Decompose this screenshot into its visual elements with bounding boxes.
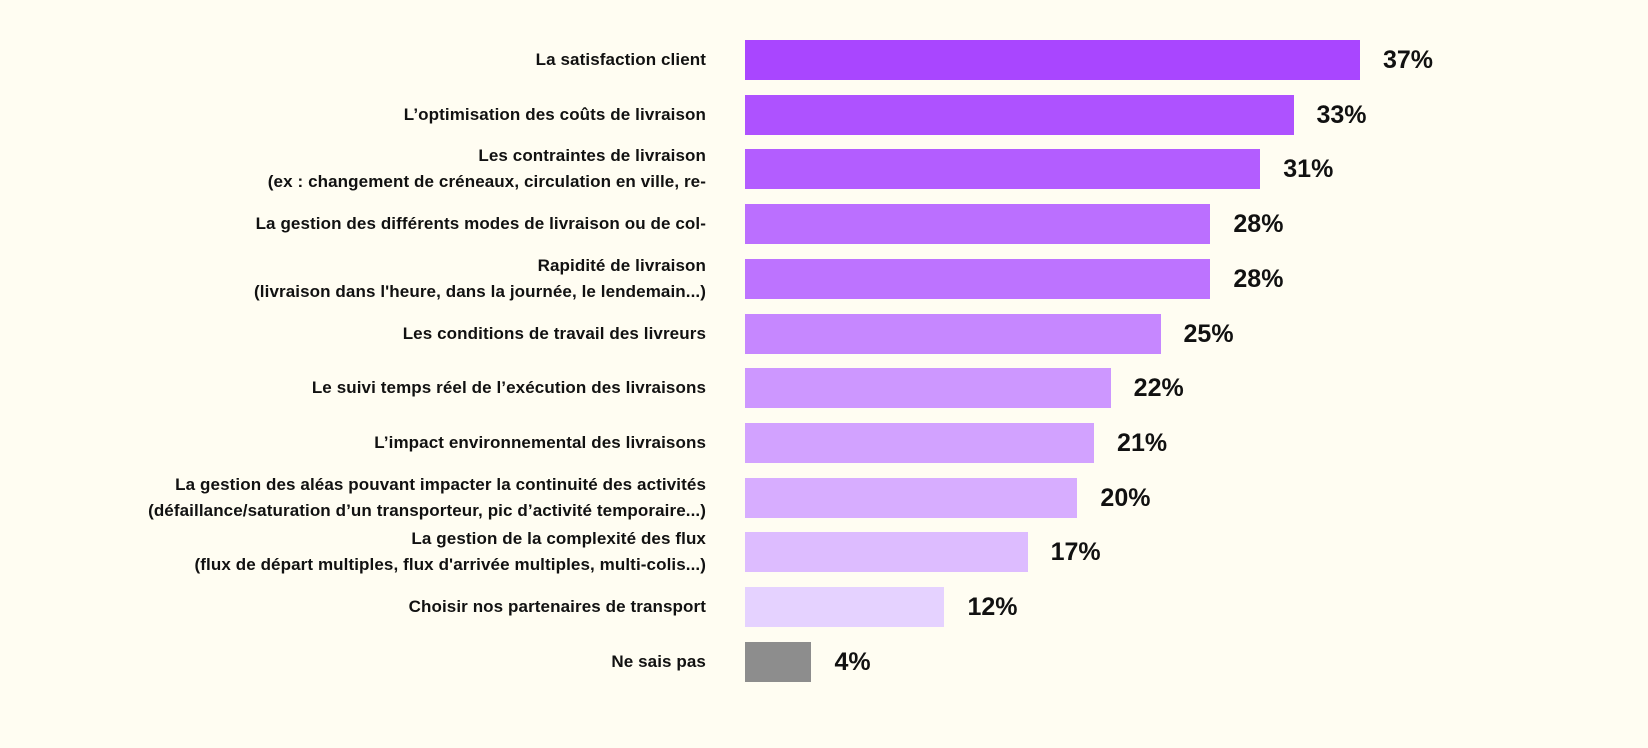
bar [745, 204, 1211, 245]
value-label: 20% [1100, 483, 1151, 512]
category-label-line: Les contraintes de livraison [478, 146, 706, 166]
category-label-line: Choisir nos partenaires de transport [408, 597, 706, 616]
category-label-line: (flux de départ multiples, flux d'arrivé… [194, 555, 706, 575]
value-label: 37% [1383, 46, 1434, 74]
bar [745, 641, 812, 682]
value-label: 28% [1233, 210, 1284, 239]
category-label: Choisir nos partenaires de transport [409, 594, 706, 620]
category-label: Les contraintes de livraison (ex : change… [268, 143, 706, 195]
value-label: 22% [1133, 374, 1184, 403]
category-label-line: Les conditions de travail des livreurs [402, 323, 706, 343]
category-label-line: Ne sais pas [611, 651, 706, 671]
category-label: Le suivi temps réel de l’exécution des l… [312, 375, 706, 401]
category-label-line: (ex : changement de créneaux, circulatio… [267, 172, 706, 192]
category-label: La gestion des aléas pouvant impacter la… [148, 472, 706, 524]
value-label: 4% [834, 647, 871, 676]
category-label: La satisfaction client [536, 47, 706, 73]
value-label: 31% [1283, 155, 1334, 184]
category-label-line: L’optimisation des coûts de livraison [403, 104, 706, 124]
category-label-line: La gestion des aléas pouvant impacter la… [175, 474, 706, 494]
category-label: L’impact environnemental des livraisons [374, 430, 706, 456]
value-label: 21% [1117, 428, 1168, 457]
category-label-line: La gestion de la complexité des flux [411, 529, 706, 549]
category-label: La gestion des différents modes de livra… [256, 211, 706, 237]
bar [745, 587, 945, 627]
category-label: Les conditions de travail des livreurs [403, 321, 706, 347]
bar [745, 40, 1360, 80]
bar [745, 149, 1261, 190]
bar [745, 422, 1095, 463]
category-label-line: L’impact environnemental des livraisons [374, 432, 706, 452]
category-label-line: La gestion des différents modes de livra… [255, 214, 706, 234]
category-label: La gestion de la complexité des flux (flu… [195, 526, 707, 578]
category-label: Rapidité de livraison (livraison dans l'h… [254, 253, 706, 305]
value-label: 33% [1316, 100, 1367, 129]
value-label: 25% [1183, 319, 1234, 348]
value-label: 28% [1233, 264, 1284, 293]
bar [745, 258, 1211, 299]
category-label-line: (livraison dans l'heure, dans la journée… [254, 281, 706, 301]
category-label: L’optimisation des coûts de livraison [404, 102, 706, 128]
bar [745, 368, 1111, 409]
bar [745, 477, 1078, 518]
category-label-line: (défaillance/saturation d’un transporteu… [148, 500, 706, 520]
category-label-line: Rapidité de livraison [537, 255, 706, 275]
value-label: 17% [1050, 538, 1101, 567]
bar [745, 532, 1028, 573]
category-label-line: Le suivi temps réel de l’exécution des l… [311, 378, 706, 398]
category-label: Ne sais pas [611, 649, 706, 675]
value-label: 12% [967, 593, 1018, 621]
bar [745, 94, 1294, 135]
category-label-line: La satisfaction client [535, 50, 706, 69]
bar [745, 313, 1161, 354]
